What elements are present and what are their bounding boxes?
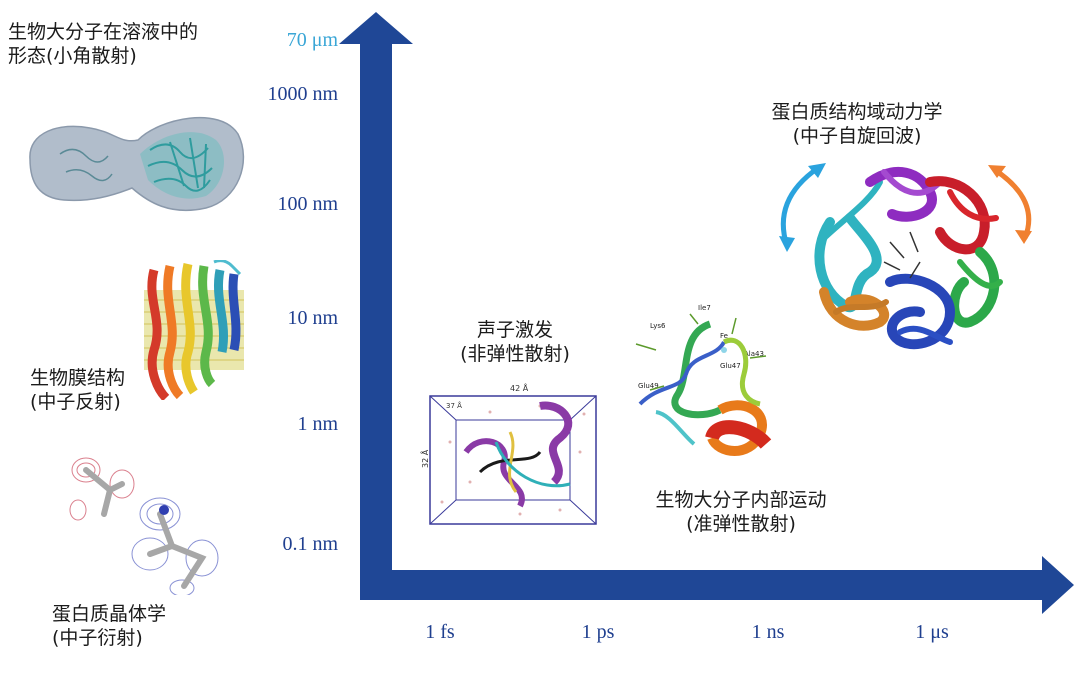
rotation-arrow-right-icon (993, 167, 1032, 239)
internal-motion-protein-image: Lys6 Ile7 Fe Ala43 Glu47 Glu49 (635, 304, 772, 456)
svg-text:Ala43: Ala43 (744, 350, 764, 358)
svg-text:37 Å: 37 Å (446, 401, 462, 410)
x-axis-arrow (360, 556, 1074, 614)
label-saxs: 生物大分子在溶液中的 形态(小角散射) (8, 21, 199, 67)
svg-text:Glu47: Glu47 (720, 362, 741, 370)
y-tick-1nm: 1 nm (297, 413, 338, 435)
x-tick-1ps: 1 ps (581, 621, 615, 643)
saxs-envelope-image (29, 116, 245, 212)
svg-text:32 Å: 32 Å (420, 449, 430, 468)
svg-text:Glu49: Glu49 (638, 382, 659, 390)
svg-text:Fe: Fe (720, 332, 728, 340)
label-phonon: 声子激发 (非弹性散射) (460, 319, 570, 365)
svg-text:Lys6: Lys6 (650, 322, 666, 330)
membrane-protein-image (144, 260, 244, 400)
label-crystal: 蛋白质晶体学 (中子衍射) (52, 603, 167, 649)
x-tick-1fs: 1 fs (425, 621, 455, 643)
label-internal-motion: 生物大分子内部运动 (准弹性散射) (655, 489, 827, 535)
crystal-density-image (69, 457, 219, 595)
svg-text:42 Å: 42 Å (510, 382, 529, 393)
y-tick-1000nm: 1000 nm (267, 83, 338, 105)
y-tick-70um: 70 μm (286, 29, 338, 51)
y-tick-0.1nm: 0.1 nm (282, 533, 338, 555)
y-axis-arrow (339, 12, 413, 598)
domain-dynamics-protein-image (814, 167, 1003, 350)
label-domain-dynamics: 蛋白质结构域动力学 (中子自旋回波) (771, 101, 943, 147)
phonon-box-image: 42 Å 32 Å 37 Å (420, 382, 597, 525)
y-tick-10nm: 10 nm (287, 307, 338, 329)
label-membrane: 生物膜结构 (中子反射) (30, 367, 126, 413)
y-tick-100nm: 100 nm (277, 193, 338, 215)
x-tick-1ns: 1 ns (751, 621, 785, 643)
svg-text:Ile7: Ile7 (698, 304, 711, 312)
x-tick-1us: 1 μs (915, 621, 949, 643)
